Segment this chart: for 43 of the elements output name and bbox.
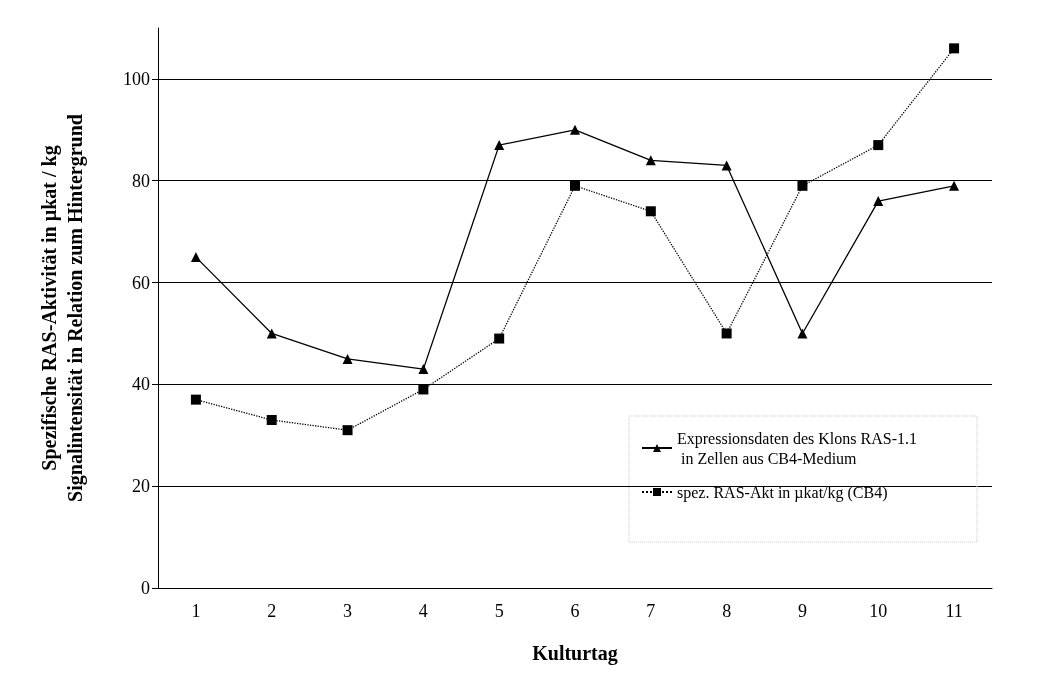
y-tick-label: 40 (132, 374, 150, 395)
point (721, 328, 732, 339)
point (342, 353, 353, 364)
point (949, 180, 960, 191)
x-tick-label: 11 (945, 601, 963, 621)
point (190, 394, 201, 405)
x-tick-label: 10 (869, 601, 888, 621)
x-axis-title: Kulturtag (532, 642, 618, 665)
point (190, 252, 201, 263)
x-tick-label: 5 (494, 601, 504, 621)
y-axis-title: Spezifische RAS-Aktivität in µkat / kg Signalintensität in Relation zum Hintergrund (38, 114, 87, 502)
x-tick-label: 2 (267, 601, 277, 621)
x-tick-label: 4 (418, 601, 428, 621)
y-tick-label: 0 (141, 578, 150, 598)
point (645, 206, 656, 217)
point (949, 43, 960, 54)
point (266, 328, 277, 339)
legend-label: spez. RAS-Akt in µkat/kg (CB4) (677, 483, 888, 502)
point (418, 364, 429, 375)
x-tick-label: 7 (646, 601, 656, 621)
x-tick-label: 6 (570, 601, 580, 621)
x-tick-label: 1 (191, 601, 201, 621)
y-tick-label: 80 (132, 170, 150, 191)
x-tick-label: 3 (343, 601, 353, 621)
point (797, 328, 808, 339)
point (645, 155, 656, 166)
y-tick-label: 20 (132, 476, 150, 497)
legend-label: Expressionsdaten des Klons RAS-1.1 in Zellen aus CB4-Medium (677, 429, 917, 467)
point (721, 160, 732, 171)
point (873, 140, 884, 151)
point (570, 180, 580, 191)
x-tick-label: 8 (722, 601, 732, 621)
point (266, 415, 277, 425)
x-tick-label: 9 (797, 601, 807, 621)
y-tick-label: 100 (123, 68, 150, 89)
point (342, 425, 353, 436)
point (797, 180, 808, 191)
point (418, 384, 429, 395)
point (873, 196, 884, 207)
point (494, 333, 505, 344)
y-tick-label: 60 (132, 272, 150, 293)
point (570, 124, 580, 135)
point (494, 140, 505, 151)
